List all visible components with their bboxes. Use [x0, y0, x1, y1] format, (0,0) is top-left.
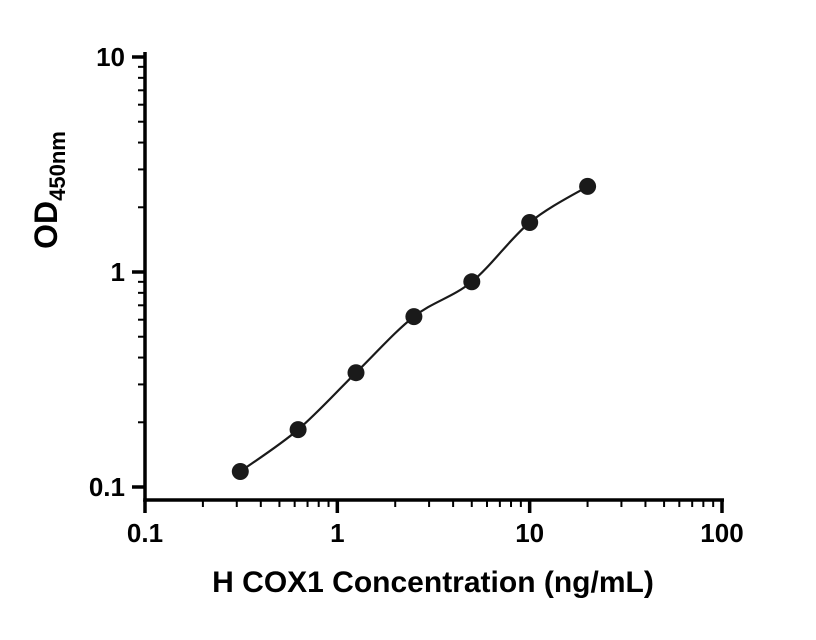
x-axis-tick-label: 10 — [515, 518, 544, 548]
x-axis-tick-label: 0.1 — [127, 518, 163, 548]
data-point — [521, 214, 539, 231]
y-axis-tick-label: 0.1 — [89, 472, 125, 502]
y-axis-tick-label: 1 — [111, 257, 125, 287]
data-point — [289, 421, 307, 439]
x-axis-title: H COX1 Concentration (ng/mL) — [212, 566, 654, 599]
x-axis-tick-label: 1 — [330, 518, 344, 548]
y-axis-title-main: OD — [28, 201, 64, 249]
x-axis-tick-label: 100 — [700, 518, 743, 548]
data-point — [231, 463, 249, 480]
y-axis-title: OD450nm — [28, 131, 70, 249]
plot-area: 0.1 1 10 100 0.1 1 10 — [89, 42, 744, 548]
data-point — [579, 177, 597, 195]
data-point — [405, 308, 423, 326]
y-axis-tick-label: 10 — [96, 42, 125, 72]
data-point — [347, 364, 365, 382]
data-point — [463, 273, 481, 291]
y-axis-title-subscript: 450nm — [45, 131, 70, 201]
